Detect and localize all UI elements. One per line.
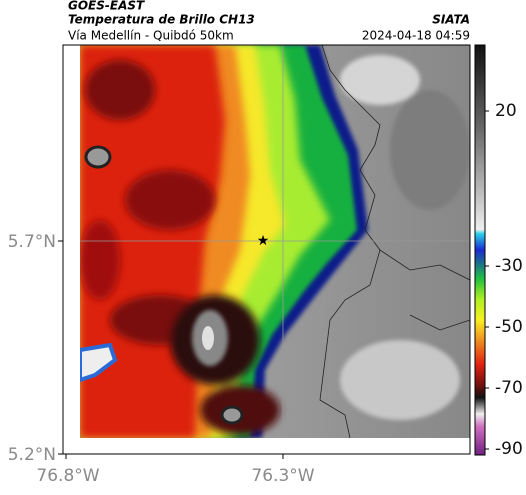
axis-labels: 5.7°N 5.2°N 76.8°W 76.3°W <box>8 232 315 486</box>
lon-label: 76.8°W <box>36 466 99 486</box>
borders <box>319 45 470 438</box>
colorbar: 20 -30 -50 -70 -90 <box>474 44 523 459</box>
lat-label: 5.2°N <box>8 445 56 465</box>
colorbar-label: -90 <box>495 439 523 459</box>
title: GOES-EAST <box>68 0 145 13</box>
satellite-image: ★ <box>80 45 470 438</box>
timestamp: 2024-04-18 04:59 <box>362 29 470 43</box>
lon-label: 76.3°W <box>251 466 314 486</box>
header: GOES-EAST Temperatura de Brillo CH13 Vía… <box>68 0 470 43</box>
colorbar-label: -70 <box>495 378 523 398</box>
svg-text:★: ★ <box>257 233 270 249</box>
route: Vía Medellín - Quibdó 50km <box>68 29 234 43</box>
lat-label: 5.7°N <box>8 232 56 252</box>
colorbar-label: 20 <box>495 101 517 121</box>
source: SIATA <box>432 13 470 27</box>
colorbar-label: -50 <box>495 317 523 337</box>
colorbar-label: -30 <box>495 256 523 276</box>
subtitle: Temperatura de Brillo CH13 <box>68 13 255 27</box>
map-frame <box>62 44 471 455</box>
